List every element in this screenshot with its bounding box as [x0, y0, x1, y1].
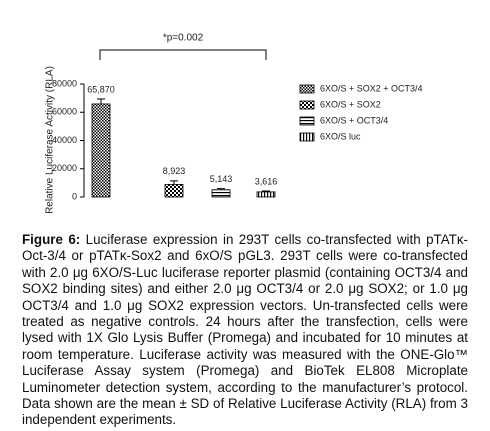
- bar: [91, 103, 111, 198]
- y-tick-label: 20000: [52, 163, 77, 173]
- legend-swatch: [299, 84, 315, 94]
- value-label: 5,143: [210, 174, 233, 184]
- caption-label: Figure 6:: [22, 232, 81, 247]
- y-tick-label: 60000: [52, 107, 77, 117]
- legend-swatch: [299, 116, 315, 126]
- y-axis-label: Relative Luciferase Activity (RLA): [45, 66, 56, 214]
- bar: [211, 189, 231, 198]
- error-bar: [97, 98, 105, 104]
- error-bar: [170, 180, 178, 185]
- significance-bracket: [99, 49, 267, 60]
- legend-label: 6XO/S + OCT3/4: [320, 115, 388, 125]
- annotation: *p=0.002: [163, 33, 204, 44]
- legend-label: 6XO/S luc: [320, 131, 361, 141]
- caption: Figure 6: Luciferase expression in 293T …: [22, 232, 468, 429]
- legend-swatch: [299, 100, 315, 110]
- legend-swatch: [299, 132, 315, 142]
- bar: [164, 183, 184, 198]
- legend-label: 6XO/S + SOX2: [320, 99, 381, 109]
- bar: [256, 191, 276, 198]
- error-bar: [262, 190, 270, 192]
- value-label: 3,616: [255, 176, 278, 186]
- y-tick-label: 0: [72, 191, 77, 201]
- chart: Relative Luciferase Activity (RLA) *p=0.…: [45, 33, 423, 214]
- value-label: 8,923: [163, 166, 186, 176]
- error-bar: [217, 188, 225, 190]
- legend-label: 6XO/S + SOX2 + OCT3/4: [320, 83, 423, 93]
- value-label: 65,870: [87, 84, 115, 94]
- caption-text: Luciferase expression in 293T cells co-t…: [22, 232, 469, 428]
- y-tick-label: 40000: [52, 135, 77, 145]
- y-tick-label: 80000: [52, 78, 77, 88]
